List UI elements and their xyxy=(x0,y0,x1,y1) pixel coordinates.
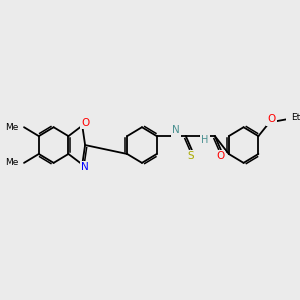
Text: N: N xyxy=(201,137,209,147)
Text: O: O xyxy=(267,115,275,124)
Text: N: N xyxy=(81,162,89,172)
Text: H: H xyxy=(172,127,180,137)
Text: Me: Me xyxy=(5,123,18,132)
Text: S: S xyxy=(188,151,194,161)
Text: O: O xyxy=(216,151,224,161)
Text: Et: Et xyxy=(291,113,300,122)
Text: Me: Me xyxy=(5,158,18,167)
Text: O: O xyxy=(81,118,89,128)
Text: N: N xyxy=(172,125,180,135)
Text: H: H xyxy=(201,135,209,145)
